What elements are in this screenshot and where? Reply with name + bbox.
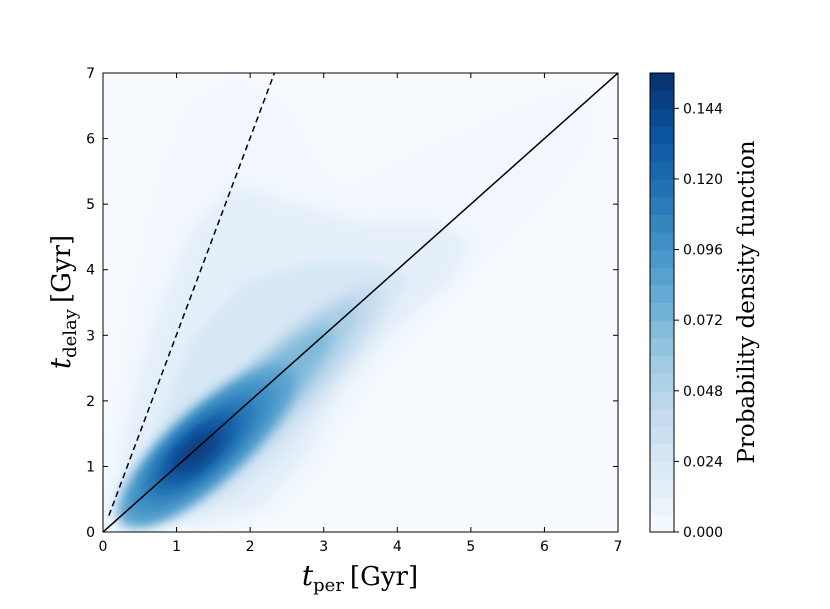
colorbar-segment [650, 514, 674, 533]
colorbar-segment [650, 108, 674, 127]
y-tick-label: 4 [86, 263, 95, 279]
colorbar-frame [649, 72, 675, 533]
colorbar-segment [650, 73, 674, 92]
y-tick-label: 5 [86, 197, 95, 213]
colorbar-tick-label: 0.024 [683, 454, 723, 470]
x-axis: 0 1 2 3 4 5 6 7 [99, 73, 623, 555]
x-tick-label: 5 [466, 539, 475, 555]
colorbar-segment [650, 390, 674, 410]
colorbar-segment [650, 196, 674, 215]
plot-area [102, 72, 619, 533]
x-tick-label: 6 [540, 539, 549, 555]
colorbar-tick-label: 0.096 [683, 243, 723, 259]
colorbar-tick-label: 0.120 [683, 172, 723, 188]
reference-lines [103, 73, 618, 532]
colorbar-segment [650, 302, 674, 321]
colorbar-segment [650, 249, 674, 268]
y-tick-label: 0 [86, 525, 95, 541]
colorbar-segment [650, 443, 674, 462]
x-tick-label: 4 [393, 539, 402, 555]
density-contours [103, 82, 596, 532]
colorbar-segment [650, 143, 674, 162]
y-axis-subscript: delay [60, 308, 81, 358]
reference-line-dashed [108, 73, 276, 516]
x-axis-symbol: t [302, 559, 314, 592]
colorbar-tick-label: 0.048 [683, 384, 723, 400]
y-tick-label: 1 [86, 459, 95, 475]
colorbar-segment [650, 231, 674, 251]
reference-line-identity [103, 73, 618, 532]
colorbar-segment [650, 178, 674, 198]
colorbar-segment [650, 284, 674, 304]
colorbar-label: Probability density function [734, 140, 760, 463]
colorbar-segment [650, 355, 674, 374]
y-axis-title: tdelay [Gyr] [44, 235, 81, 369]
colorbar-segment [650, 320, 674, 339]
x-tick-label: 7 [614, 539, 623, 555]
colorbar-segment [650, 479, 674, 498]
colorbar-segment [650, 267, 674, 286]
colorbar-segment [650, 426, 674, 445]
y-tick-label: 3 [86, 328, 95, 344]
colorbar-segment [650, 337, 674, 357]
colorbar-segment [650, 90, 674, 109]
y-axis-unit: [Gyr] [47, 235, 77, 303]
colorbar-segment [650, 496, 674, 515]
x-axis-unit: [Gyr] [350, 562, 418, 592]
y-tick-label: 6 [86, 132, 95, 148]
x-tick-label: 3 [319, 539, 328, 555]
colorbar-segment [650, 461, 674, 480]
y-axis-symbol: t [44, 357, 77, 369]
x-tick-label: 0 [99, 539, 108, 555]
y-tick-label: 2 [86, 394, 95, 410]
plot-frame [102, 72, 619, 533]
contour-core-6 [177, 433, 216, 469]
x-tick-label: 1 [172, 539, 181, 555]
colorbar-segment [650, 125, 674, 145]
x-tick-label: 2 [246, 539, 255, 555]
colorbar-segment [650, 408, 674, 427]
colorbar-segment [650, 214, 674, 233]
colorbar-segment [650, 161, 674, 180]
y-tick-label: 7 [86, 66, 95, 82]
x-axis-subscript: per [313, 575, 344, 596]
colorbar-tick-label: 0.000 [683, 525, 723, 541]
colorbar-segment [650, 373, 674, 392]
colorbar-tick-label: 0.072 [683, 313, 723, 329]
colorbar: 0.000 0.024 0.048 0.072 0.096 0.120 0.144 [649, 72, 723, 541]
colorbar-tick-label: 0.144 [683, 101, 723, 117]
y-axis: 0 1 2 3 4 5 6 7 [86, 66, 618, 541]
x-axis-title: tper [Gyr] [302, 559, 418, 596]
